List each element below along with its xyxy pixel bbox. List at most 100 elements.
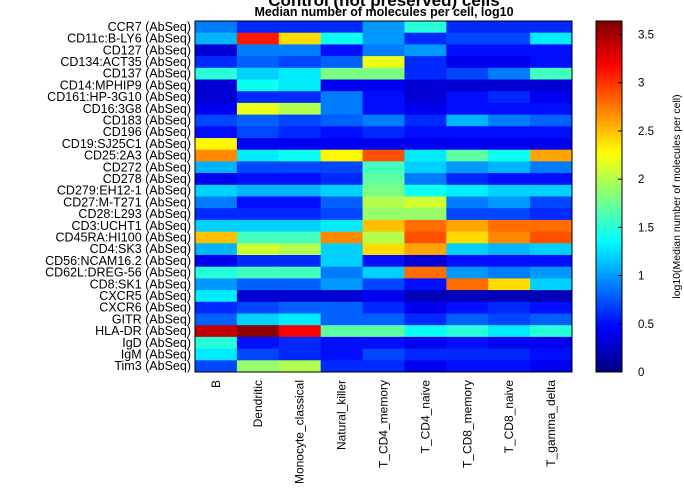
- column-label: T_gamma_delta: [544, 380, 558, 467]
- colorbar-step: [596, 260, 622, 265]
- colorbar-step: [596, 50, 622, 54]
- heatmap-cell: [236, 266, 280, 279]
- heatmap-cell: [320, 102, 364, 116]
- heatmap-cell: [446, 56, 489, 69]
- heatmap-cell: [195, 114, 238, 127]
- colorbar-step: [596, 363, 622, 367]
- heatmap-cell: [320, 56, 364, 69]
- colorbar-step: [596, 181, 622, 186]
- heatmap-cell: [404, 301, 447, 314]
- heatmap-cell: [446, 196, 489, 209]
- colorbar-step: [596, 295, 622, 300]
- colorbar-step: [596, 339, 622, 344]
- heatmap-cell: [362, 126, 405, 139]
- heatmap-cell: [278, 161, 322, 174]
- heatmap-cell: [236, 184, 280, 197]
- heatmap-cell: [195, 44, 238, 57]
- colorbar-step: [596, 190, 622, 195]
- colorbar-step: [596, 272, 622, 276]
- colorbar-step: [596, 205, 622, 209]
- heatmap-cell: [488, 196, 531, 209]
- heatmap-cell: [195, 348, 238, 361]
- colorbar-step: [596, 269, 622, 274]
- colorbar-step: [596, 345, 622, 350]
- heatmap-cell: [530, 243, 573, 256]
- row-label: IgM (AbSeq): [121, 347, 191, 361]
- heatmap-cell: [236, 149, 280, 162]
- heatmap-cell: [320, 231, 364, 244]
- heatmap-cell: [195, 173, 238, 186]
- colorbar-step: [596, 94, 622, 98]
- heatmap-cell: [278, 313, 322, 326]
- heatmap-cell: [404, 348, 447, 361]
- heatmap-cell: [236, 255, 280, 268]
- heatmap-cell: [195, 278, 238, 291]
- colorbar-step: [596, 99, 622, 104]
- heatmap-cell: [488, 301, 531, 314]
- heatmap-cell: [488, 56, 531, 69]
- heatmap-cell: [195, 184, 238, 197]
- heatmap-cell: [278, 196, 322, 209]
- colorbar-tick-label: 1.5: [638, 222, 654, 234]
- heatmap-cell: [320, 32, 364, 45]
- heatmap-cell: [195, 21, 238, 34]
- colorbar-step: [596, 178, 622, 183]
- colorbar-step: [596, 351, 622, 355]
- row-label: CD196 (AbSeq): [103, 125, 191, 139]
- heatmap-cell: [530, 21, 573, 34]
- heatmap-cell: [362, 231, 405, 244]
- heatmap-cell: [446, 79, 489, 92]
- heatmap-cell: [195, 231, 238, 244]
- colorbar-step: [596, 287, 622, 291]
- colorbar-step: [596, 29, 622, 34]
- heatmap-cell: [404, 114, 447, 127]
- heatmap-cell: [236, 126, 280, 139]
- colorbar-step: [596, 348, 622, 353]
- heatmap-cell: [278, 67, 322, 80]
- colorbar-step: [596, 202, 622, 206]
- heatmap-cell: [530, 91, 573, 104]
- heatmap-cell: [320, 243, 364, 256]
- heatmap-cell: [362, 301, 405, 314]
- heatmap-cell: [488, 21, 531, 34]
- heatmap-cell: [195, 56, 238, 69]
- colorbar-step: [596, 61, 622, 66]
- row-label: CD56:NCAM16.2 (AbSeq): [45, 254, 191, 268]
- colorbar-step: [596, 228, 622, 233]
- heatmap-cell: [530, 348, 573, 361]
- heatmap-cell: [404, 336, 447, 350]
- heatmap-cell: [530, 161, 573, 174]
- heatmap-cell: [446, 149, 489, 162]
- heatmap-cell: [278, 219, 322, 233]
- heatmap-cell: [195, 266, 238, 279]
- heatmap-cell: [362, 290, 405, 303]
- heatmap-cell: [320, 290, 364, 303]
- heatmap-cell: [278, 278, 322, 291]
- heatmap-cell: [446, 336, 489, 350]
- heatmap-cell: [320, 161, 364, 174]
- heatmap-cell: [488, 360, 531, 373]
- column-label: Natural_killer: [335, 380, 349, 450]
- heatmap-cell: [236, 91, 280, 104]
- heatmap-cell: [320, 196, 364, 209]
- heatmap-cell: [320, 208, 364, 221]
- colorbar-step: [596, 152, 622, 157]
- colorbar-step: [596, 275, 622, 279]
- colorbar-tick-label: 3: [638, 78, 644, 90]
- colorbar-step: [596, 263, 622, 268]
- colorbar-step: [596, 316, 622, 320]
- heatmap-cell: [404, 231, 447, 244]
- colorbar-step: [596, 108, 622, 113]
- colorbar-step: [596, 214, 622, 218]
- colorbar-step: [596, 143, 622, 148]
- heatmap-cell: [530, 313, 573, 326]
- heatmap-cell: [278, 255, 322, 268]
- heatmap-cell: [446, 44, 489, 57]
- heatmap-cell: [488, 243, 531, 256]
- heatmap-cell: [404, 219, 447, 233]
- heatmap-cell: [236, 301, 280, 314]
- heatmap-cell: [530, 184, 573, 197]
- colorbar-step: [596, 298, 622, 303]
- heatmap-cell: [362, 161, 405, 174]
- heatmap-cell: [278, 208, 322, 221]
